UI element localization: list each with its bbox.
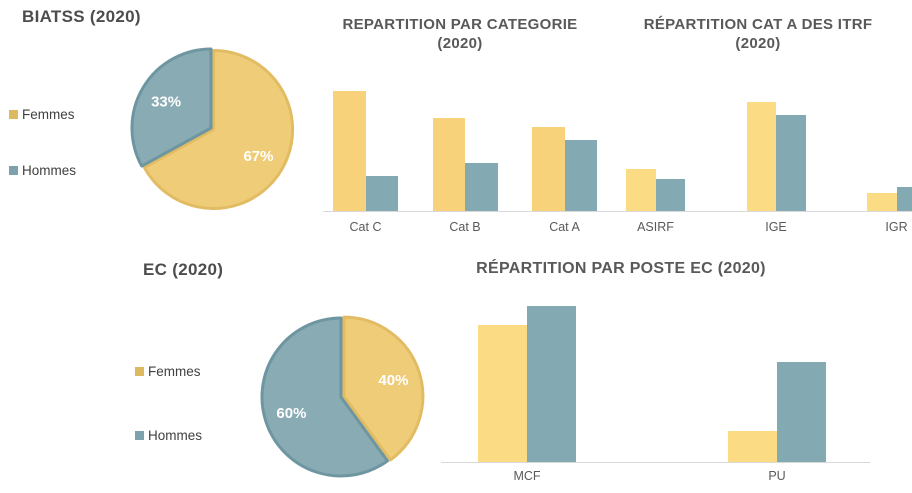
x-axis-label: MCF bbox=[513, 469, 541, 483]
bar-femmes-ige bbox=[746, 102, 776, 211]
chart-title-line: (2020) bbox=[437, 34, 483, 52]
chart-title-line: (2020) bbox=[735, 34, 781, 52]
itrf-bar-chart bbox=[603, 81, 912, 212]
pie-slice-label-hommes: 33% bbox=[151, 93, 181, 110]
bar-group-mcf bbox=[478, 306, 576, 462]
legend-item-femmes: Femmes bbox=[9, 107, 75, 122]
ec-pie-chart: 40% 60% bbox=[260, 315, 425, 478]
bar-group-cat-b bbox=[432, 118, 498, 211]
x-axis-label: Cat A bbox=[549, 220, 580, 234]
bar-femmes-asirf bbox=[626, 169, 656, 211]
legend-label: Femmes bbox=[148, 364, 201, 379]
bar-hommes-igr bbox=[896, 187, 912, 211]
chart-title-line: RÉPARTITION CAT A DES ITRF bbox=[643, 16, 873, 33]
bar-hommes-pu bbox=[777, 362, 826, 462]
legend-label: Hommes bbox=[148, 428, 203, 443]
hommes-swatch-icon bbox=[135, 431, 144, 440]
femmes-swatch-icon bbox=[9, 110, 18, 119]
legend-label: Femmes bbox=[22, 107, 75, 122]
legend-label: Hommes bbox=[22, 163, 77, 178]
chart-title-line: REPARTITION PAR CATEGORIE bbox=[342, 16, 578, 33]
x-axis-label: Cat C bbox=[349, 220, 382, 234]
biatss-heading: BIATSS (2020) bbox=[22, 7, 141, 26]
x-axis-label: Cat B bbox=[449, 220, 481, 234]
bar-group-pu bbox=[728, 362, 826, 462]
bar-hommes-ige bbox=[776, 115, 806, 211]
itrf-x-axis: ASIRF IGE IGR bbox=[603, 220, 912, 234]
chart-title-poste-ec: RÉPARTITION PAR POSTE EC (2020) bbox=[451, 259, 791, 279]
pie-slice-label-femmes: 67% bbox=[243, 148, 273, 165]
x-axis-label: IGE bbox=[765, 220, 787, 234]
x-axis-label: PU bbox=[768, 469, 786, 483]
pie-slice-femmes bbox=[142, 49, 295, 210]
ec-heading: EC (2020) bbox=[143, 260, 224, 279]
bar-femmes-cat-a bbox=[532, 127, 565, 211]
pie-slice-hommes bbox=[130, 47, 213, 168]
pie-slice-label-hommes: 60% bbox=[276, 405, 306, 422]
chart-title-line: RÉPARTITION PAR POSTE EC (2020) bbox=[476, 260, 766, 277]
pie-slice-femmes bbox=[342, 315, 425, 462]
legend-item-femmes: Femmes bbox=[135, 364, 201, 379]
poste-ec-x-axis: MCF PU bbox=[441, 469, 870, 483]
bar-hommes-mcf bbox=[527, 306, 576, 462]
poste-ec-bar-chart bbox=[441, 297, 870, 463]
bar-hommes-asirf bbox=[655, 179, 685, 211]
bar-group-ige bbox=[746, 102, 806, 211]
x-axis-label: ASIRF bbox=[637, 220, 674, 234]
hommes-swatch-icon bbox=[9, 166, 18, 175]
bar-group-igr bbox=[867, 187, 912, 211]
x-axis-label: IGR bbox=[885, 220, 908, 234]
categorie-x-axis: Cat C Cat B Cat A bbox=[323, 220, 610, 234]
bar-group-asirf bbox=[626, 169, 685, 211]
bar-femmes-igr bbox=[867, 193, 897, 211]
bar-femmes-cat-b bbox=[432, 118, 465, 211]
bar-hommes-cat-a bbox=[564, 140, 597, 211]
bar-hommes-cat-c bbox=[365, 176, 398, 211]
pie-slice-label-femmes: 40% bbox=[378, 372, 408, 389]
bar-femmes-pu bbox=[728, 431, 777, 462]
pie-slice-hommes bbox=[260, 316, 389, 478]
legend-item-hommes: Hommes bbox=[9, 163, 76, 178]
chart-title-itrf: RÉPARTITION CAT A DES ITRF (2020) bbox=[613, 16, 903, 54]
bar-femmes-cat-c bbox=[333, 91, 366, 211]
biatss-pie-chart: 67% 33% bbox=[130, 47, 295, 210]
bar-group-cat-c bbox=[333, 91, 398, 211]
bar-hommes-cat-b bbox=[465, 163, 498, 211]
femmes-swatch-icon bbox=[135, 367, 144, 376]
categorie-bar-chart bbox=[323, 81, 610, 212]
bar-group-cat-a bbox=[532, 127, 597, 211]
bar-femmes-mcf bbox=[478, 325, 527, 462]
legend-item-hommes: Hommes bbox=[135, 428, 202, 443]
chart-title-categorie: REPARTITION PAR CATEGORIE (2020) bbox=[328, 16, 592, 54]
